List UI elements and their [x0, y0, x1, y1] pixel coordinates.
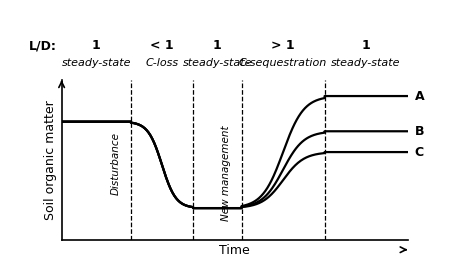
Text: C: C [415, 145, 424, 159]
Text: L/D:: L/D: [29, 39, 57, 52]
Text: < 1: < 1 [150, 39, 174, 52]
Text: > 1: > 1 [271, 39, 295, 52]
Text: B: B [415, 125, 424, 138]
Text: A: A [415, 89, 424, 103]
Text: steady-state: steady-state [62, 58, 131, 68]
Text: 1: 1 [213, 39, 222, 52]
Text: steady-state: steady-state [331, 58, 401, 68]
Text: C-sequestration: C-sequestration [239, 58, 327, 68]
Text: C-loss: C-loss [146, 58, 179, 68]
Y-axis label: Soil organic matter: Soil organic matter [45, 100, 57, 220]
Text: 1: 1 [92, 39, 100, 52]
Text: 1: 1 [362, 39, 371, 52]
X-axis label: Time: Time [219, 244, 250, 257]
Text: New management: New management [221, 125, 231, 221]
Text: Disturbance: Disturbance [110, 132, 120, 195]
Text: steady-state: steady-state [182, 58, 252, 68]
